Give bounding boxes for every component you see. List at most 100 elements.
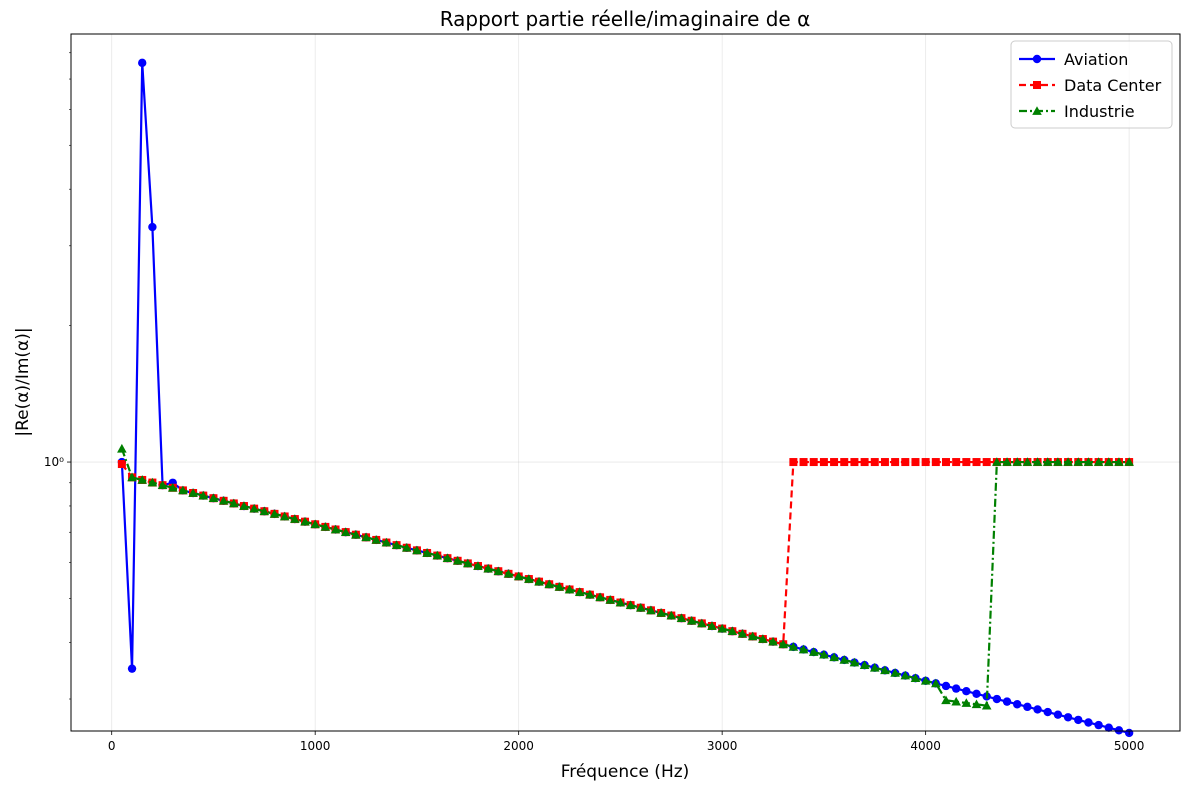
data-point — [595, 592, 605, 602]
data-point — [279, 511, 290, 521]
data-point — [789, 458, 798, 467]
legend: Aviation Data Center Industrie — [1010, 40, 1173, 129]
data-point — [840, 458, 849, 467]
data-point — [839, 655, 850, 664]
data-point — [952, 458, 961, 467]
data-point — [391, 540, 402, 549]
data-point — [188, 488, 198, 497]
data-point — [544, 579, 554, 589]
data-point — [330, 524, 341, 534]
legend-label: Aviation — [1064, 50, 1128, 69]
data-point — [178, 485, 188, 495]
data-point — [320, 522, 331, 531]
x-tick-label: 0 — [108, 739, 116, 753]
data-point — [819, 649, 829, 659]
data-point — [809, 458, 818, 467]
data-point — [920, 675, 931, 685]
data-point — [961, 698, 972, 707]
data-point — [666, 610, 677, 620]
data-point — [1114, 726, 1124, 735]
data-point — [249, 503, 259, 513]
data-point — [524, 574, 534, 583]
data-point — [788, 642, 799, 651]
x-tick-label: 2000 — [503, 739, 534, 753]
data-point — [921, 458, 930, 467]
data-point — [117, 443, 127, 453]
legend-label: Data Center — [1064, 76, 1162, 95]
data-point — [228, 498, 239, 508]
data-point — [351, 529, 361, 539]
data-point — [737, 629, 748, 638]
y-tick-label: 10⁰ — [44, 455, 64, 469]
data-point — [1063, 713, 1073, 722]
data-point — [849, 657, 860, 667]
data-point — [310, 519, 320, 529]
data-point — [473, 561, 483, 570]
series-layer — [117, 58, 1134, 738]
data-point — [901, 458, 910, 467]
data-point — [442, 553, 453, 563]
data-point — [503, 569, 514, 578]
data-point — [981, 700, 992, 710]
data-point — [137, 475, 148, 484]
data-point — [147, 477, 158, 487]
data-point — [1053, 710, 1063, 719]
data-point — [259, 506, 270, 516]
data-point — [972, 458, 981, 467]
data-point — [1083, 457, 1094, 466]
data-point — [972, 689, 981, 699]
data-point — [462, 558, 473, 568]
data-point — [992, 457, 1002, 466]
data-point — [819, 458, 828, 467]
axes: 0 1000 2000 3000 4000 5000 10⁰ — [44, 52, 1144, 753]
data-point — [911, 458, 920, 467]
data-point — [1042, 457, 1053, 466]
data-point — [910, 673, 921, 683]
x-tick-label: 4000 — [910, 739, 941, 753]
data-point — [992, 694, 1002, 704]
series-industrie — [117, 443, 1134, 710]
legend-marker — [1033, 81, 1041, 89]
legend-marker — [1032, 54, 1042, 64]
data-point — [371, 535, 382, 544]
data-point — [432, 550, 443, 560]
data-point — [1053, 457, 1063, 466]
data-point — [574, 587, 585, 596]
data-point — [157, 480, 168, 490]
data-point — [300, 516, 310, 526]
data-point — [747, 631, 758, 641]
data-point — [605, 595, 616, 604]
data-point — [890, 668, 900, 677]
data-point — [401, 542, 412, 552]
data-point — [1084, 718, 1093, 727]
data-point — [422, 548, 432, 557]
data-point — [860, 458, 869, 467]
data-point — [167, 482, 178, 492]
data-point — [1043, 707, 1052, 717]
data-point — [198, 490, 209, 500]
data-point — [768, 636, 778, 646]
data-point — [891, 458, 900, 467]
data-point — [381, 537, 392, 547]
data-point — [850, 458, 859, 467]
data-point — [127, 472, 137, 482]
data-point — [869, 662, 880, 672]
data-point — [798, 644, 809, 654]
data-point — [870, 458, 879, 467]
data-point — [859, 660, 870, 669]
data-point — [941, 695, 951, 705]
data-point — [962, 687, 971, 696]
series-line — [120, 61, 1130, 734]
data-point — [615, 597, 626, 607]
data-point — [513, 571, 524, 581]
data-point — [982, 458, 991, 467]
data-point — [483, 563, 493, 573]
data-point — [1032, 457, 1043, 466]
data-point — [1124, 457, 1134, 466]
data-point — [707, 621, 717, 630]
legend-label: Industrie — [1064, 102, 1135, 121]
data-point — [1023, 702, 1032, 712]
data-point — [1093, 457, 1104, 466]
